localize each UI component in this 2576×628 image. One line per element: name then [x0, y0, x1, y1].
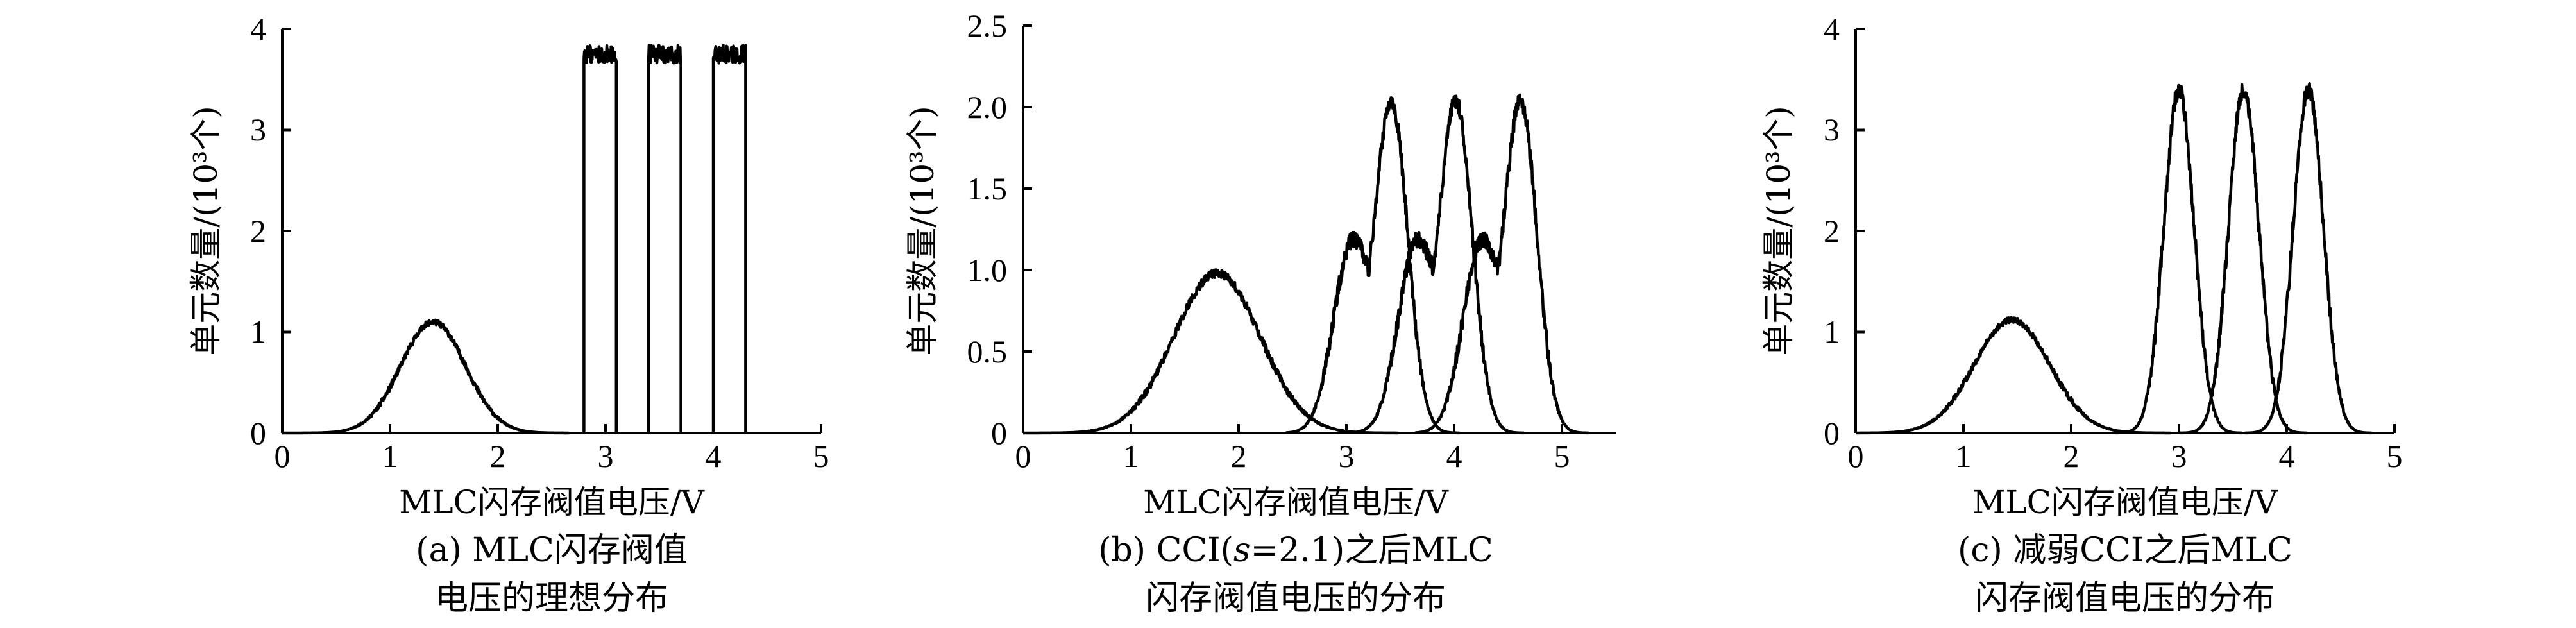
- panel-c: 0 1 2 3 4 5 0 1 2 3 4 单元数量/(10³个) MLC闪存阀…: [1760, 11, 2403, 618]
- panel-a-ytick-1: 1: [250, 314, 266, 350]
- panel-b-caption-line-2: 闪存阀值电压的分布: [1146, 579, 1446, 618]
- panel-b-xtick-1: 1: [1123, 438, 1139, 474]
- panel-b-ytick-3: 1.5: [967, 171, 1008, 207]
- distribution-curve-2: [582, 44, 618, 433]
- panel-c-ticks: [1854, 28, 2396, 434]
- panel-b-ytick-0: 0: [991, 415, 1007, 451]
- distribution-curve-4: [711, 44, 747, 433]
- panel-c-ytick-2: 2: [1824, 213, 1840, 249]
- panel-a-xtick-2: 2: [490, 438, 506, 474]
- panel-a-ytick-4: 4: [250, 11, 266, 47]
- panel-c-xtick-3: 3: [2171, 438, 2187, 474]
- panel-b-ytick-5: 2.5: [967, 8, 1008, 44]
- panel-a-ticks: [281, 28, 822, 434]
- panel-b-caption-line-1: (b) CCI(s=2.1)之后MLC: [1098, 531, 1493, 570]
- panel-a-xlabel: MLC闪存阀值电压/V: [399, 484, 705, 521]
- panel-a: 0 1 2 3 4 5 0 1 2 3 4 单元数量/(10³个) MLC闪存阀…: [187, 11, 829, 618]
- panel-c-xlabel: MLC闪存阀值电压/V: [1972, 484, 2278, 521]
- panel-a-xtick-3: 3: [598, 438, 614, 474]
- panel-a-caption-line-2: 电压的理想分布: [435, 579, 668, 618]
- panel-c-curves: [1854, 82, 2373, 435]
- panel-a-ytick-2: 2: [250, 213, 266, 249]
- distribution-curve-1: [281, 318, 570, 435]
- panel-a-ylabel: 单元数量/(10³个): [187, 106, 225, 356]
- panel-a-xtick-5: 5: [813, 438, 829, 474]
- panel-b-ytick-1: 0.5: [967, 334, 1008, 369]
- distribution-curve-1: [1022, 268, 1400, 435]
- panel-a-xtick-1: 1: [382, 438, 398, 474]
- panel-b-xtick-2: 2: [1231, 438, 1247, 474]
- panel-a-xtick-4: 4: [706, 438, 722, 474]
- panel-b: 0 1 2 3 4 5 0 0.5 1.0 1.5 2.0 2.5 单元数量/(…: [904, 8, 1616, 618]
- panel-b-ylabel: 单元数量/(10³个): [904, 106, 941, 356]
- panel-c-ytick-3: 3: [1824, 112, 1840, 148]
- panel-b-xtick-4: 4: [1446, 438, 1462, 474]
- panel-a-ytick-0: 0: [250, 415, 266, 451]
- panel-b-ytick-2: 1.0: [967, 252, 1008, 288]
- panel-c-xtick-2: 2: [2063, 438, 2080, 474]
- distribution-curve-3: [2179, 83, 2309, 435]
- panel-c-xtick-4: 4: [2279, 438, 2295, 474]
- panel-c-ytick-4: 4: [1824, 11, 1840, 47]
- distribution-curve-4: [2244, 82, 2373, 435]
- distribution-curve-4: [1414, 93, 1590, 435]
- panel-c-ylabel: 单元数量/(10³个): [1760, 106, 1797, 356]
- panel-c-xtick-5: 5: [2387, 438, 2403, 474]
- distribution-curve-2: [2114, 83, 2244, 435]
- panel-c-ytick-1: 1: [1824, 314, 1840, 350]
- panel-a-ytick-3: 3: [250, 112, 266, 148]
- panel-c-xtick-1: 1: [1956, 438, 1972, 474]
- distribution-curve-3: [647, 44, 682, 433]
- panel-c-ytick-0: 0: [1824, 415, 1840, 451]
- panel-c-caption-line-2: 闪存阀值电压的分布: [1975, 579, 2275, 618]
- distribution-curve-1: [1854, 316, 2172, 435]
- panel-b-xlabel: MLC闪存阀值电压/V: [1143, 484, 1449, 521]
- panel-b-xtick-3: 3: [1339, 438, 1355, 474]
- panel-b-ytick-4: 2.0: [967, 89, 1008, 125]
- panel-a-xtick-0: 0: [275, 438, 291, 474]
- distribution-curve-2: [1285, 96, 1461, 435]
- panel-b-xtick-5: 5: [1554, 438, 1570, 474]
- distribution-curve-3: [1349, 94, 1525, 435]
- panel-c-caption-line-1: (c) 减弱CCI之后MLC: [1958, 531, 2292, 570]
- panel-b-curves: [1022, 93, 1590, 435]
- panel-b-ticks: [1022, 24, 1563, 434]
- panel-a-caption-line-1: (a) MLC闪存阀值: [416, 531, 688, 570]
- panel-c-xtick-0: 0: [1848, 438, 1864, 474]
- panel-a-curves: [281, 44, 747, 435]
- panel-b-xtick-0: 0: [1015, 438, 1031, 474]
